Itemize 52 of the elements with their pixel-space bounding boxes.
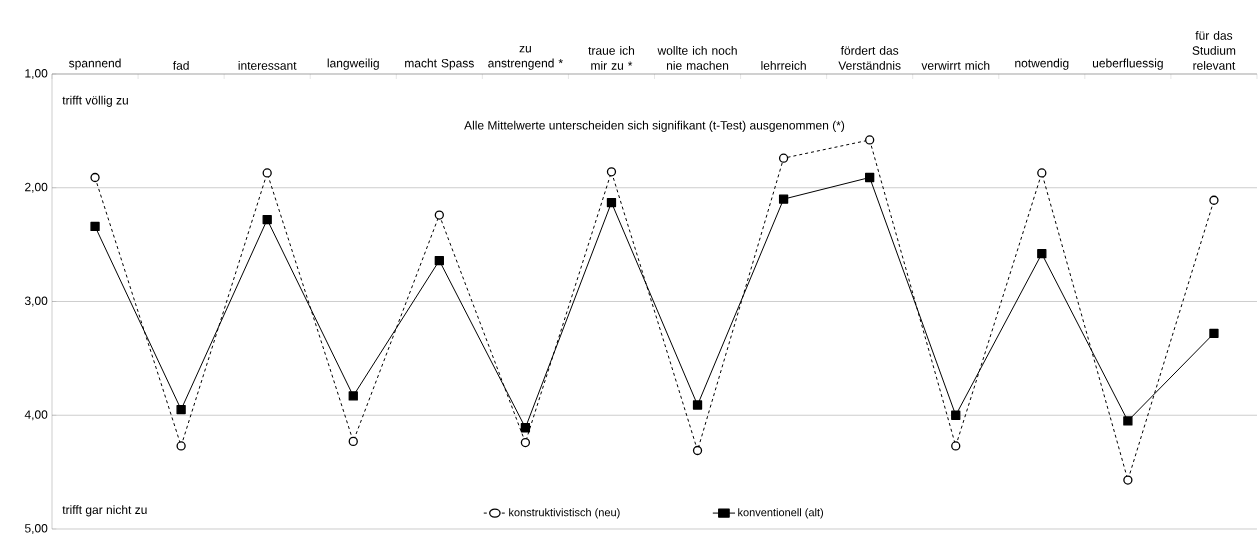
point — [520, 423, 531, 433]
x-tick-label: traue ich mir zu * — [588, 45, 635, 70]
point — [262, 168, 272, 178]
point — [90, 221, 100, 232]
point — [176, 441, 186, 451]
point — [606, 197, 617, 208]
point — [520, 437, 531, 448]
point — [1209, 195, 1219, 205]
y-tick-label: 3,00 — [24, 296, 48, 307]
point — [348, 436, 358, 447]
annotation: trifft gar nicht zu — [62, 505, 147, 517]
point — [262, 214, 272, 225]
legend-label: konventionell (alt) — [738, 508, 824, 519]
x-tick-label: interessant — [238, 60, 297, 70]
point — [692, 400, 703, 410]
point — [90, 172, 100, 183]
point — [348, 391, 358, 401]
annotation: Alle Mittelwerte unterscheiden sich signifikant (t-Test) ausgenommen (*) — [464, 120, 845, 132]
x-tick-label: notwendig — [1015, 58, 1069, 70]
point — [951, 410, 961, 420]
point — [865, 172, 875, 183]
point — [865, 135, 875, 145]
y-tick-label: 1,00 — [25, 69, 48, 79]
y-tick-label: 4,00 — [24, 410, 48, 421]
legend-label: konstruktivistisch (neu) — [509, 508, 620, 519]
point — [1123, 475, 1133, 485]
point — [951, 441, 961, 451]
y-tick-label: 5,00 — [24, 524, 48, 534]
point — [1209, 328, 1219, 338]
y-tick-label: 2,00 — [25, 182, 48, 193]
x-tick-label: langweilig — [327, 58, 379, 70]
point — [1037, 168, 1047, 178]
x-tick-label: lehrreich — [761, 60, 806, 70]
x-tick-label: verwirrt mich — [921, 60, 990, 70]
point — [1037, 249, 1047, 259]
x-tick-label: für das Studium relevant — [1192, 30, 1236, 70]
x-tick-label: spannend — [69, 58, 121, 70]
annotation: trifft völlig zu — [62, 95, 128, 107]
point — [1123, 416, 1133, 426]
point — [176, 404, 186, 415]
point — [778, 153, 789, 163]
point — [434, 255, 444, 266]
x-tick-label: fad — [172, 60, 189, 70]
point — [692, 445, 703, 456]
point — [434, 210, 444, 220]
x-tick-label: wollte ich noch nie machen — [657, 45, 737, 70]
x-tick-label: fördert das Verständnis — [838, 45, 901, 70]
x-tick-label: ueberfluessig — [1092, 58, 1163, 70]
x-tick-label: macht Spass — [405, 58, 474, 70]
point — [606, 167, 617, 177]
point — [778, 194, 789, 204]
x-tick-label: zu anstrengend * — [488, 45, 563, 70]
